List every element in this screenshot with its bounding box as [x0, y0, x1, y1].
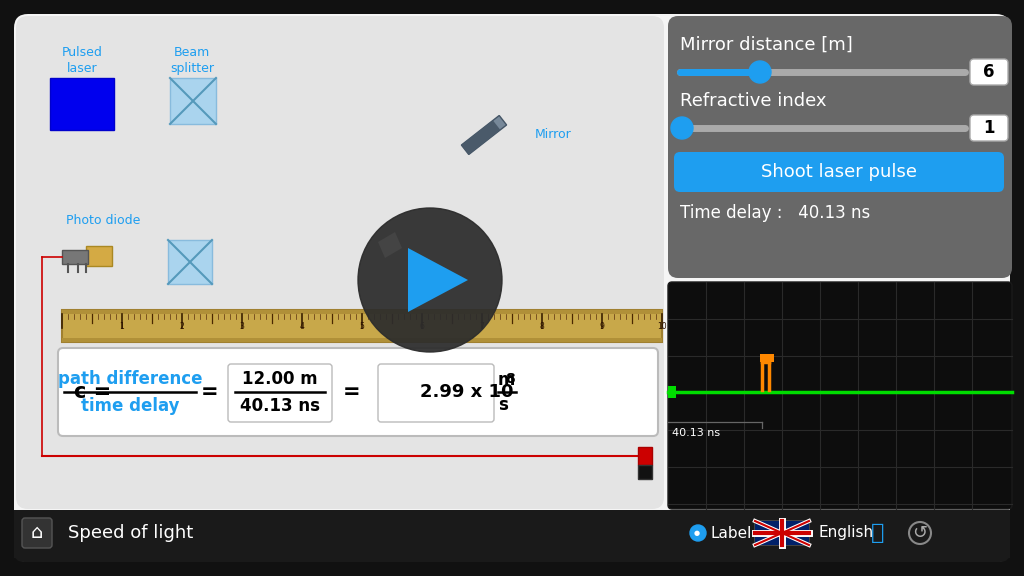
Bar [170, 78, 216, 124]
Bar [668, 386, 676, 398]
Bar [62, 310, 662, 342]
Bar [62, 250, 88, 264]
Text: 6: 6 [420, 322, 424, 331]
Text: Speed of light: Speed of light [68, 524, 194, 542]
Text: time delay: time delay [81, 397, 179, 415]
Polygon shape [378, 232, 402, 258]
Text: 8: 8 [505, 372, 515, 386]
Text: ⌂: ⌂ [31, 524, 43, 543]
Text: 2.99 x 10: 2.99 x 10 [420, 383, 513, 401]
Text: =: = [201, 382, 219, 402]
Text: s: s [498, 396, 508, 414]
Circle shape [690, 525, 706, 541]
FancyBboxPatch shape [4, 4, 1020, 572]
Text: 6: 6 [983, 63, 994, 81]
Bar [50, 78, 114, 130]
Text: Mirror: Mirror [535, 128, 571, 141]
FancyBboxPatch shape [58, 348, 658, 436]
Text: Refractive index: Refractive index [680, 92, 826, 110]
FancyBboxPatch shape [668, 16, 1012, 278]
FancyBboxPatch shape [755, 521, 809, 545]
Text: Shoot laser pulse: Shoot laser pulse [761, 163, 918, 181]
Bar [638, 447, 652, 465]
Bar [760, 354, 774, 362]
Text: ⤢: ⤢ [871, 523, 885, 543]
Bar [62, 338, 662, 342]
Text: Pulsed
laser: Pulsed laser [61, 46, 102, 75]
FancyBboxPatch shape [14, 14, 1010, 562]
Circle shape [358, 208, 502, 352]
Text: 1: 1 [120, 322, 124, 331]
FancyBboxPatch shape [668, 282, 1012, 509]
Text: 40.13 ns: 40.13 ns [240, 397, 319, 415]
Bar [86, 246, 112, 266]
Text: Beam
splitter: Beam splitter [170, 46, 214, 75]
Text: 9: 9 [600, 322, 604, 331]
Bar [755, 521, 809, 545]
Bar [168, 240, 212, 284]
Text: c =: c = [74, 382, 119, 402]
Text: path difference: path difference [57, 370, 203, 388]
Text: 3: 3 [240, 322, 245, 331]
Bar [14, 510, 1010, 558]
Text: English: English [818, 525, 873, 540]
FancyBboxPatch shape [228, 364, 332, 422]
FancyBboxPatch shape [378, 364, 494, 422]
Circle shape [671, 117, 693, 139]
Text: 5: 5 [359, 322, 365, 331]
FancyBboxPatch shape [16, 16, 664, 509]
Polygon shape [462, 116, 507, 154]
Text: 7: 7 [479, 322, 484, 331]
Text: 8: 8 [540, 322, 545, 331]
Text: Mirror distance [m]: Mirror distance [m] [680, 36, 853, 54]
FancyBboxPatch shape [970, 59, 1008, 85]
Text: 10: 10 [657, 322, 667, 331]
Text: 12.00 m: 12.00 m [243, 370, 317, 388]
Circle shape [749, 61, 771, 83]
Text: Label: Label [710, 525, 752, 540]
Text: ↺: ↺ [912, 524, 928, 542]
FancyBboxPatch shape [22, 518, 52, 548]
Polygon shape [462, 120, 501, 154]
Bar [638, 465, 652, 479]
Text: 4: 4 [300, 322, 304, 331]
Bar [62, 310, 662, 314]
Text: 40.13 ns: 40.13 ns [672, 428, 720, 438]
FancyBboxPatch shape [14, 530, 1010, 562]
Polygon shape [408, 248, 468, 312]
Text: 1: 1 [983, 119, 994, 137]
Text: ●: ● [694, 530, 700, 536]
Text: =: = [343, 382, 360, 402]
Text: 2: 2 [179, 322, 184, 331]
Text: Photo diode: Photo diode [66, 214, 140, 227]
Text: m: m [498, 371, 515, 389]
Text: Time delay :   40.13 ns: Time delay : 40.13 ns [680, 204, 870, 222]
FancyBboxPatch shape [674, 152, 1004, 192]
FancyBboxPatch shape [970, 115, 1008, 141]
